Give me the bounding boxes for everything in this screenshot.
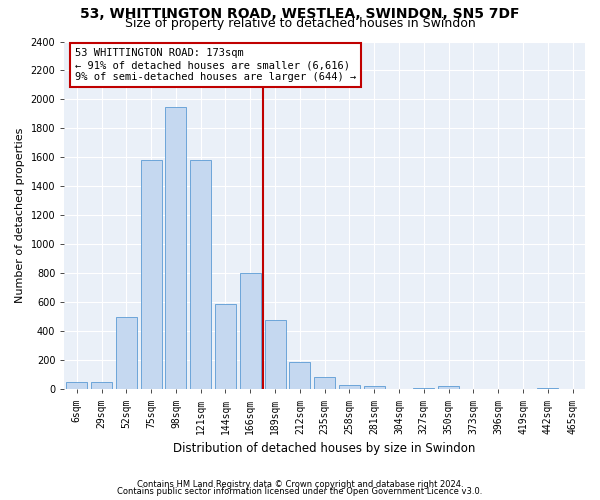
Bar [140,160,161,390]
Text: Contains HM Land Registry data © Crown copyright and database right 2024.: Contains HM Land Registry data © Crown c… [137,480,463,489]
Bar [339,385,360,390]
Bar [116,317,137,390]
Bar [364,386,385,390]
Bar [166,106,187,390]
Bar [91,382,112,390]
Text: 53 WHITTINGTON ROAD: 173sqm
← 91% of detached houses are smaller (6,616)
9% of s: 53 WHITTINGTON ROAD: 173sqm ← 91% of det… [75,48,356,82]
X-axis label: Distribution of detached houses by size in Swindon: Distribution of detached houses by size … [173,442,476,455]
Bar [240,274,261,390]
Text: Size of property relative to detached houses in Swindon: Size of property relative to detached ho… [125,18,475,30]
Bar [215,304,236,390]
Bar [537,388,559,390]
Bar [289,362,310,390]
Bar [413,388,434,390]
Bar [265,320,286,390]
Text: Contains public sector information licensed under the Open Government Licence v3: Contains public sector information licen… [118,487,482,496]
Bar [438,386,459,390]
Bar [314,377,335,390]
Bar [66,382,87,390]
Bar [190,160,211,390]
Y-axis label: Number of detached properties: Number of detached properties [15,128,25,303]
Text: 53, WHITTINGTON ROAD, WESTLEA, SWINDON, SN5 7DF: 53, WHITTINGTON ROAD, WESTLEA, SWINDON, … [80,8,520,22]
